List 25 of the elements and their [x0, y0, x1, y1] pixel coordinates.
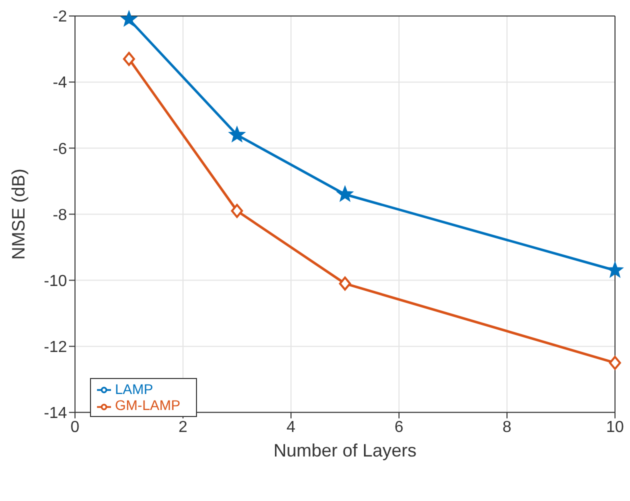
point [120, 10, 138, 26]
x-tick-label: 0 [70, 418, 80, 436]
legend-label: GM-LAMP [115, 397, 180, 414]
y-tick-label: -10 [44, 272, 68, 290]
y-tick-label: -6 [52, 140, 68, 158]
x-tick-label: 10 [606, 418, 624, 436]
point [339, 276, 351, 291]
point [336, 186, 354, 202]
y-axis-title: NMSE (dB) [8, 168, 28, 260]
point [606, 262, 624, 278]
y-tick-label: -2 [52, 8, 68, 26]
point [609, 356, 621, 370]
point [231, 204, 243, 218]
y-tick-label: -4 [52, 74, 68, 92]
x-tick-label: 4 [286, 418, 296, 436]
x-axis-title: Number of Layers [273, 440, 417, 460]
x-tick-label: 2 [178, 418, 188, 436]
x-tick-label: 8 [502, 418, 512, 436]
point [228, 126, 246, 142]
point [123, 52, 135, 66]
legend-label: LAMP [115, 381, 154, 397]
x-tick-label: 6 [394, 418, 404, 436]
y-tick-label: -14 [44, 405, 68, 422]
y-tick-label: -12 [44, 339, 68, 356]
y-tick-label: -8 [52, 206, 68, 224]
